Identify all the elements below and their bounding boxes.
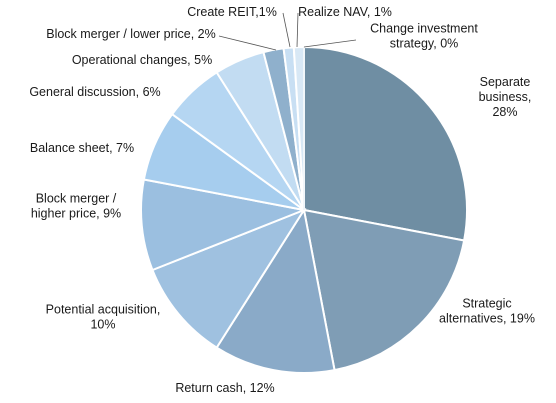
- label-balance-sheet: Balance sheet, 7%: [30, 141, 134, 155]
- label-change-investment-strategy: Change investment strategy, 0%: [370, 22, 478, 51]
- label-operational-changes: Operational changes, 5%: [72, 53, 212, 67]
- label-block-merger-higher-price: Block merger / higher price, 9%: [31, 192, 121, 221]
- leader-line-block-merger-lower-price: [218, 35, 277, 51]
- label-strategic-alternatives: Strategic alternatives, 19%: [439, 297, 535, 326]
- label-general-discussion: General discussion, 6%: [29, 85, 160, 99]
- label-realize-nav: Realize NAV, 1%: [298, 5, 392, 19]
- slice-return-cash: [215, 207, 336, 374]
- leader-line-change-investment-strategy: [303, 39, 357, 48]
- slice-separate-business: [303, 45, 468, 242]
- label-potential-acquisition: Potential acquisition, 10%: [46, 303, 161, 332]
- label-separate-business: Separate business, 28%: [479, 75, 532, 119]
- slice-labels: Separate business, 28% Strategic alternative…: [29, 5, 535, 395]
- slice-strategic-alternatives: [302, 208, 466, 372]
- label-block-merger-lower-price: Block merger / lower price, 2%: [46, 27, 216, 41]
- slice-potential-acquisition: [151, 207, 307, 350]
- leader-line-create-reit: [282, 12, 291, 48]
- slice-block-merger-higher-price: [140, 178, 308, 272]
- label-return-cash: Return cash, 12%: [175, 381, 274, 395]
- pie-slices: [140, 45, 468, 374]
- leader-line-realize-nav: [296, 12, 299, 48]
- leader-lines: [218, 12, 357, 51]
- label-create-reit: Create REIT,1%: [187, 5, 277, 19]
